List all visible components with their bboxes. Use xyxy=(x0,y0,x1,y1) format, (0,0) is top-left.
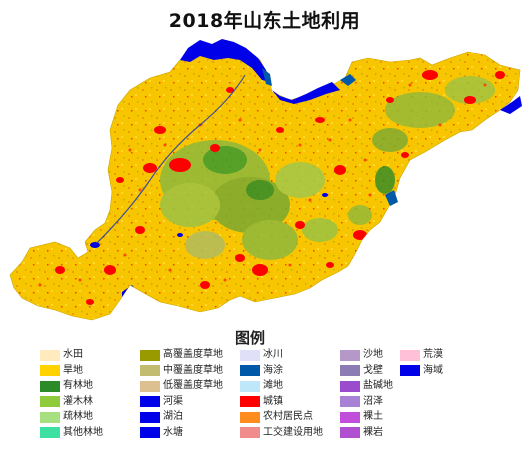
legend-swatch xyxy=(340,396,360,407)
legend-swatch xyxy=(40,427,60,438)
legend-item: 河渠 xyxy=(140,395,183,409)
legend-item: 城镇 xyxy=(240,395,283,409)
legend-item: 农村居民点 xyxy=(240,410,313,424)
urban-areas xyxy=(55,70,505,305)
legend-swatch xyxy=(140,365,160,376)
legend-label: 海涂 xyxy=(263,364,283,376)
legend-item: 荒漠 xyxy=(400,348,443,362)
legend: 水田旱地有林地灌木林疏林地其他林地 高覆盖度草地 中覆盖度草地 低覆盖度草地 河渠湖泊水… xyxy=(40,348,480,448)
map-title: 2018年山东土地利用 xyxy=(168,10,361,32)
legend-swatch xyxy=(240,396,260,407)
legend-swatch xyxy=(400,349,420,361)
legend-label: 低覆盖度草地 xyxy=(163,380,223,391)
legend-label: 有林地 xyxy=(63,380,93,391)
legend-swatch xyxy=(40,380,60,392)
rural-settlements xyxy=(38,83,487,287)
legend-item: 低覆盖度草地 xyxy=(140,379,223,393)
legend-swatch xyxy=(340,380,360,392)
legend-item: 其他林地 xyxy=(40,426,103,440)
legend-item: 疏林地 xyxy=(40,410,93,424)
legend-label: 城镇 xyxy=(263,395,283,407)
east-forest xyxy=(348,76,495,225)
legend-swatch xyxy=(40,365,60,376)
legend-label: 水田 xyxy=(63,349,83,360)
legend-item: 戈壁 xyxy=(340,364,383,378)
legend-item: 水田 xyxy=(40,348,83,362)
legend-item: 裸土 xyxy=(340,410,383,424)
legend-swatch xyxy=(40,396,60,407)
legend-label: 滩地 xyxy=(263,380,283,391)
legend-label: 裸土 xyxy=(363,411,383,422)
river xyxy=(94,74,246,246)
legend-swatch xyxy=(240,349,260,361)
legend-label: 裸岩 xyxy=(363,426,383,438)
legend-swatch xyxy=(240,411,260,423)
legend-item: 中覆盖度草地 xyxy=(140,364,223,378)
legend-swatch xyxy=(240,427,260,438)
legend-item: 裸岩 xyxy=(340,426,383,440)
legend-label: 高覆盖度草地 xyxy=(163,349,223,360)
legend-swatch xyxy=(140,396,160,407)
legend-label: 荒漠 xyxy=(423,349,443,360)
legend-label: 盐碱地 xyxy=(363,380,393,391)
legend-label: 沼泽 xyxy=(363,395,383,407)
legend-item: 冰川 xyxy=(240,348,283,362)
legend-swatch xyxy=(40,411,60,423)
legend-swatch xyxy=(340,427,360,438)
legend-label: 中覆盖度草地 xyxy=(163,364,223,376)
legend-item: 水塘 xyxy=(140,426,183,440)
legend-label: 工交建设用地 xyxy=(263,426,323,438)
legend-label: 沙地 xyxy=(363,349,383,360)
legend-item: 盐碱地 xyxy=(340,379,393,393)
legend-item: 高覆盖度草地 xyxy=(140,348,223,362)
legend-label: 冰川 xyxy=(263,349,283,360)
legend-label: 湖泊 xyxy=(163,411,183,422)
legend-swatch xyxy=(140,349,160,361)
central-forest-grass xyxy=(160,140,338,260)
legend-label: 旱地 xyxy=(63,364,83,376)
legend-label: 海域 xyxy=(423,364,443,376)
legend-swatch xyxy=(140,411,160,423)
legend-item: 滩地 xyxy=(240,379,283,393)
legend-item: 湖泊 xyxy=(140,410,183,424)
legend-swatch xyxy=(340,365,360,376)
coastal-water xyxy=(180,39,522,206)
legend-item: 海域 xyxy=(400,364,443,378)
legend-label: 戈壁 xyxy=(363,364,383,376)
legend-swatch xyxy=(400,365,420,376)
legend-swatch xyxy=(340,411,360,423)
legend-item: 工交建设用地 xyxy=(240,426,323,440)
legend-label: 其他林地 xyxy=(63,426,103,438)
legend-item: 旱地 xyxy=(40,364,83,378)
legend-item: 有林地 xyxy=(40,379,93,393)
legend-label: 河渠 xyxy=(163,395,183,407)
legend-swatch xyxy=(140,427,160,438)
legend-swatch xyxy=(140,380,160,392)
legend-label: 农村居民点 xyxy=(263,411,313,422)
legend-item: 沙地 xyxy=(340,348,383,362)
land-use-map xyxy=(9,39,522,321)
legend-item: 灌木林 xyxy=(40,395,93,409)
legend-title: 图例 xyxy=(234,329,265,347)
legend-item: 沼泽 xyxy=(340,395,383,409)
legend-swatch xyxy=(240,380,260,392)
legend-item: 海涂 xyxy=(240,364,283,378)
legend-swatch xyxy=(40,349,60,361)
legend-swatch xyxy=(240,365,260,376)
legend-label: 灌木林 xyxy=(63,395,93,407)
legend-swatch xyxy=(340,349,360,361)
legend-label: 水塘 xyxy=(163,426,183,438)
legend-label: 疏林地 xyxy=(63,411,93,422)
